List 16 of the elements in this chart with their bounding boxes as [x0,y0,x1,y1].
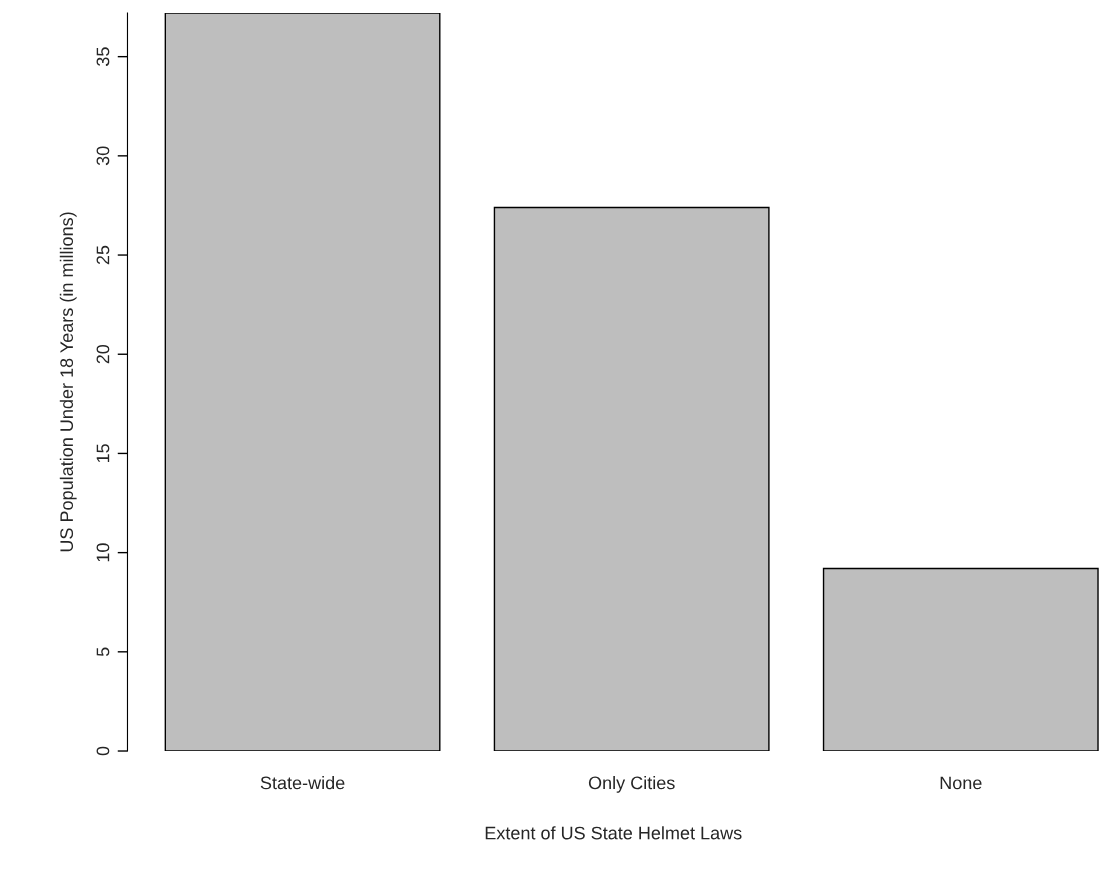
y-tick-label: 5 [96,647,110,657]
y-tick-label: 20 [96,344,110,364]
y-tick-label: 0 [96,746,110,756]
bar [493,206,770,752]
y-axis-title: US Population Under 18 Years (in millions) [59,212,77,552]
x-tick-label: State-wide [260,776,345,790]
y-tick-label: 25 [96,245,110,265]
x-axis-title: Extent of US State Helmet Laws [485,826,742,840]
y-tick-label: 35 [96,47,110,67]
x-tick-label: Only Cities [588,776,675,793]
y-tick-label: 30 [96,146,110,166]
y-tick-label: 10 [96,543,110,562]
y-tick-label: 15 [96,444,110,463]
x-tick-label: None [940,776,982,790]
bar [822,567,1099,752]
bar [164,13,441,752]
